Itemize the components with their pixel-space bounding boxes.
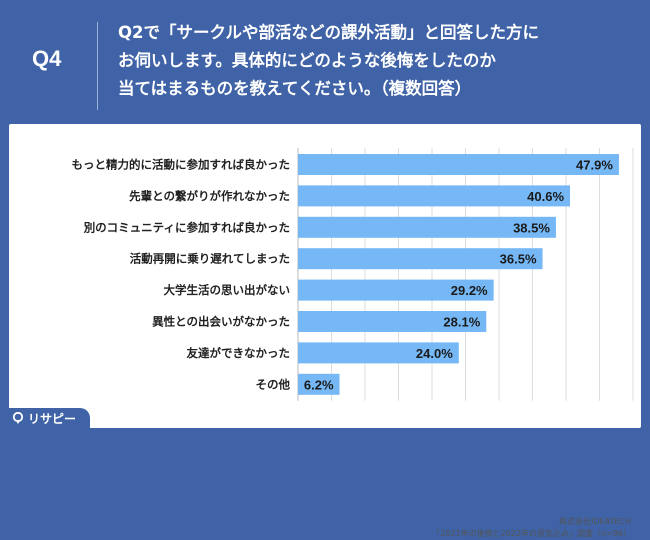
logo-text: リサピー xyxy=(28,411,77,426)
credit-survey: 「2021年の後悔と2022年の意気込み」調査（n=96） xyxy=(432,529,631,538)
brand-logo: リサピー xyxy=(8,408,90,428)
bar xyxy=(298,342,459,364)
question-line-2: お伺いします。具体的にどのような後悔をしたのか xyxy=(118,51,496,70)
value-label: 29.2% xyxy=(451,283,488,298)
bar xyxy=(298,373,340,395)
category-label: 大学生活の思い出がない xyxy=(164,283,291,297)
header-banner: Q4 Q2で「サークルや部活などの課外活動」と回答した方に お伺いします。具体的… xyxy=(0,0,650,122)
value-label: 38.5% xyxy=(513,220,550,235)
value-label: 28.1% xyxy=(443,315,480,330)
category-label: もっと精力的に活動に参加すれば良かった xyxy=(72,158,291,172)
bar xyxy=(298,279,494,301)
value-label: 47.9% xyxy=(576,158,613,173)
question-text: Q2で「サークルや部活などの課外活動」と回答した方に お伺いします。具体的にどの… xyxy=(118,19,638,103)
bar xyxy=(298,311,487,332)
category-label: 別のコミュニティに参加すれば良かった xyxy=(83,220,290,234)
question-line-3: 当てはまるものを教えてください。（複数回答） xyxy=(118,79,472,98)
category-label: 先輩との繋がりが作れなかった xyxy=(129,189,290,203)
question-number: Q4 xyxy=(32,46,62,71)
value-label: 40.6% xyxy=(527,189,564,204)
category-label: 異性との出会いがなかった xyxy=(152,315,290,329)
category-label: 活動再開に乗り遅れてしまった xyxy=(130,252,290,266)
header-divider xyxy=(97,22,98,110)
bar xyxy=(298,216,556,238)
bar xyxy=(298,185,571,207)
pin-icon xyxy=(12,412,24,424)
value-label: 24.0% xyxy=(416,346,453,361)
value-label: 6.2% xyxy=(304,377,334,392)
credit: 株式会社IDEATECH 「2021年の後悔と2022年の意気込み」調査（n=9… xyxy=(432,516,631,540)
category-label: 友達ができなかった xyxy=(187,346,291,360)
bar xyxy=(298,154,619,175)
value-label: 36.5% xyxy=(500,252,537,267)
chart-panel: もっと精力的に活動に参加すれば良かった 47.9% 先輩との繋がりが作れなかった 40… xyxy=(9,124,641,538)
category-label: その他 xyxy=(256,377,291,391)
question-line-1: Q2で「サークルや部活などの課外活動」と回答した方に xyxy=(118,23,540,42)
bar-chart: もっと精力的に活動に参加すれば良かった 47.9% 先輩との繋がりが作れなかった 40… xyxy=(72,148,634,401)
bar xyxy=(298,248,543,270)
credit-company: 株式会社IDEATECH xyxy=(559,517,631,526)
